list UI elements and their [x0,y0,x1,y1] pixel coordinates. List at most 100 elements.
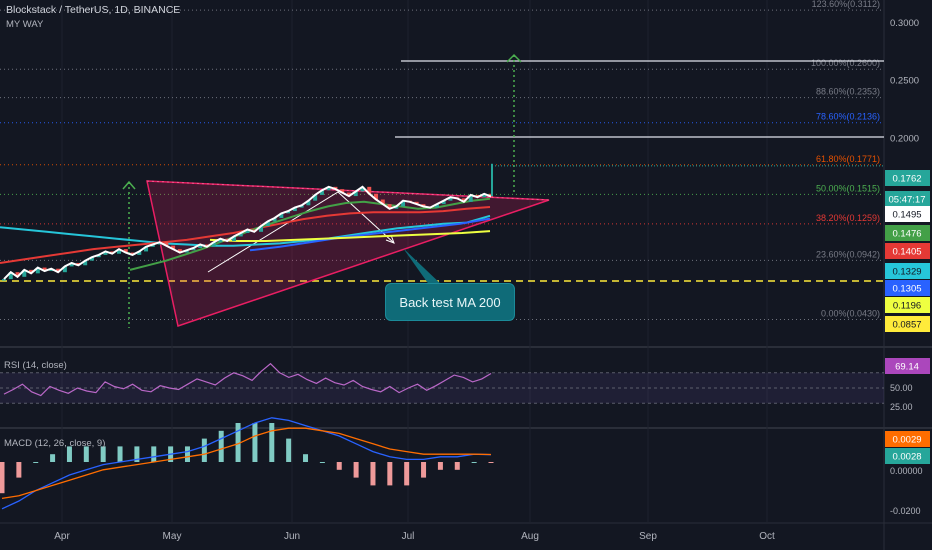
price-tag-label: 0.1329 [892,267,921,278]
candle [482,193,487,198]
triangle-midline [146,180,550,201]
candle [448,197,453,201]
candle [157,242,162,245]
candle [130,252,135,255]
macd-histogram-bar [151,446,157,462]
pattern-arrow-head [385,234,395,244]
candle [360,186,365,192]
candle [184,250,189,253]
candle [441,200,446,205]
candle [22,269,27,277]
price-tag-label: 0.1495 [892,210,921,221]
macd-histogram-bar [488,462,494,463]
candle [313,194,318,201]
fib-level-label: 23.60%(0.0942) [816,249,880,259]
price-tag [885,263,930,279]
price-tag [885,191,930,207]
indicator-subtitle: MY WAY [6,19,44,30]
candle [144,246,149,252]
macd-histogram-bar [353,462,359,478]
price-tag-label: 0.1196 [893,301,921,312]
price-tag [885,243,930,259]
candle [231,236,236,242]
back-test-callout[interactable]: Back test MA 200 [385,283,515,321]
time-label: Jun [284,531,300,542]
macd-histogram-bar [218,430,224,462]
price-tag-label: 0.1305 [892,284,921,295]
macd-histogram-bar [0,462,5,494]
time-label: Sep [639,531,657,542]
candle [461,198,466,202]
moving-average-line [0,214,491,247]
candle [164,242,169,246]
macd-histogram-bar [471,462,477,463]
candle [177,249,182,253]
callout-pointer [403,248,444,289]
moving-average-line [249,217,491,252]
candle [286,211,291,214]
candle [35,267,40,274]
time-label: Aug [521,531,539,542]
macd-histogram-bar [404,462,410,486]
macd-signal-line [1,427,492,500]
price-axis[interactable]: 0.3000 0.2500 0.2000 0.1762 05:47:17 0.1495 0.… [885,18,930,516]
price-tag [885,170,930,186]
price-tag [885,225,930,241]
rsi-line [3,362,492,397]
rsi-label[interactable]: RSI (14, close) [4,360,67,371]
time-label: May [163,531,182,542]
candle [265,221,270,227]
price-tag-label: 0.1762 [892,174,921,185]
fib-level-label: 50.00%(0.1515) [816,183,880,193]
candle [319,190,324,195]
macd-tick-label: -0.0200 [890,506,921,516]
time-axis[interactable]: Apr May Jun Jul Aug Sep Oct [54,531,775,542]
price-tag-label: 0.1476 [892,229,921,240]
candle [2,279,6,281]
indicator-panes [0,362,884,510]
candle [96,254,101,258]
candle [191,247,196,251]
macd-value-tag [885,448,930,464]
price-tag-label: 0.1405 [892,247,921,258]
symbol-title[interactable]: Blockstack / TetherUS, 1D, BINANCE [6,4,181,16]
fib-level-label: 38.20%(0.1259) [816,213,880,223]
fib-level-label: 61.80%(0.1771) [816,154,880,164]
candle [49,268,54,272]
candle [238,232,243,237]
macd-histogram-bar [66,446,72,462]
candle [15,272,20,277]
candle [245,229,250,233]
rsi-value-label: 69.14 [895,362,919,373]
macd-label[interactable]: MACD (12, 26, close, 9) [4,438,106,449]
macd-line [1,417,492,510]
candle [123,249,128,253]
price-tick-label: 0.3000 [890,18,919,29]
macd-histogram-bar [201,438,207,462]
macd-histogram-bar [370,462,376,486]
candle [414,201,419,205]
time-label: Apr [54,531,70,542]
candle [279,213,284,218]
macd-histogram-bar [437,462,443,470]
macd-value-tag [885,431,930,447]
candle [69,262,74,267]
price-tag [885,316,930,332]
candle [475,194,480,198]
price-tag [885,280,930,296]
candle [340,189,345,193]
candle [367,186,372,194]
candle [387,204,392,209]
fib-level-label: 0.00%(0.0430) [821,308,880,318]
macd-histogram-bar [319,462,325,463]
candle [374,193,379,200]
macd-histogram-bar [286,438,292,462]
rsi-band [0,372,884,404]
price-tag [885,297,930,313]
time-label: Oct [759,531,775,542]
candle [306,200,311,206]
moving-average-line [209,230,491,242]
candle [421,204,426,207]
